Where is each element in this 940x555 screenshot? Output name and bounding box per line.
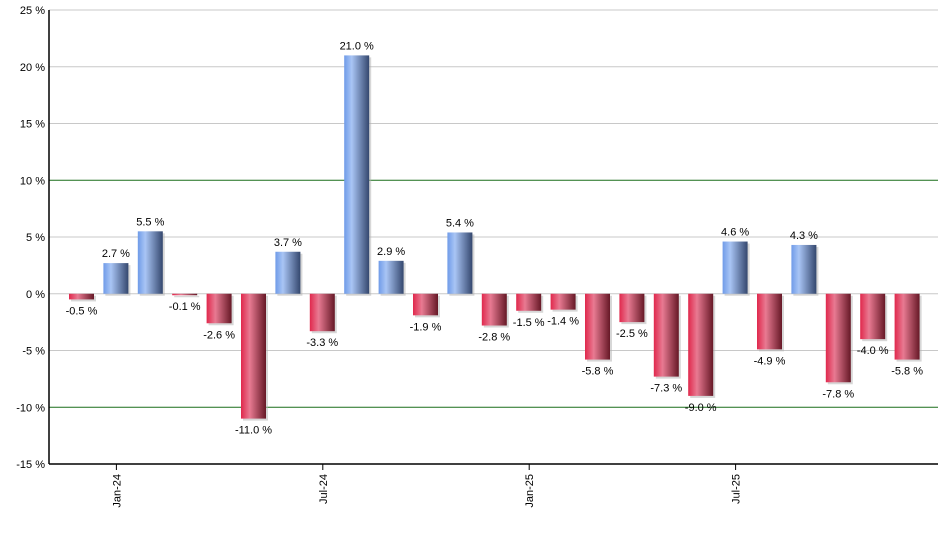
data-label: -2.6 %: [203, 329, 235, 341]
y-tick-label: -15 %: [16, 459, 45, 471]
bar: [516, 293, 542, 311]
bar: [206, 293, 232, 324]
data-label: -3.3 %: [306, 337, 338, 349]
data-label: -2.5 %: [616, 328, 648, 340]
data-label: 21.0 %: [340, 40, 374, 52]
y-tick-label: -10 %: [16, 402, 45, 414]
bar: [241, 293, 266, 419]
y-tick-label: 15 %: [20, 119, 45, 131]
bar: [103, 263, 129, 294]
x-tick-label: Jul-25: [731, 474, 743, 504]
bar: [413, 293, 438, 316]
bar: [894, 293, 920, 360]
data-label: 5.4 %: [446, 217, 474, 229]
bar: [757, 293, 782, 350]
data-label: -1.4 %: [547, 316, 579, 328]
bar: [619, 293, 645, 323]
data-label: 2.7 %: [102, 248, 130, 260]
x-tick-label: Jul-24: [318, 474, 330, 504]
bar: [722, 241, 748, 294]
data-label: -1.9 %: [410, 321, 442, 333]
bar: [550, 293, 576, 310]
y-tick-label: 5 %: [26, 232, 45, 244]
data-label: -1.5 %: [513, 317, 545, 329]
data-label: -7.8 %: [822, 388, 854, 400]
bar: [172, 293, 198, 296]
axes: -15 % -10 % -5 % 0 % 5 % 10 % 15 % 20 % 25 % Jan-…: [16, 5, 938, 508]
bar: [860, 293, 886, 340]
bar: [791, 244, 817, 294]
bar: [447, 232, 473, 294]
data-label: -4.9 %: [754, 355, 786, 367]
bar: [688, 293, 714, 396]
bar: [378, 260, 404, 294]
y-tick-label: 20 %: [20, 62, 45, 74]
data-label: 3.7 %: [274, 237, 302, 249]
data-label: -4.0 %: [857, 345, 889, 357]
data-label: -0.1 %: [169, 301, 201, 313]
y-tick-label: -5 %: [22, 346, 45, 358]
bars: -0.5 % 2.7 % 5.5 % -0.1 % -2.6 % -11.0 % 3.7 %…: [66, 40, 924, 436]
data-label: 2.9 %: [377, 246, 405, 258]
bar-shadow: [174, 295, 200, 298]
data-label: -5.8 %: [582, 366, 614, 378]
data-label: -2.8 %: [478, 332, 510, 344]
y-tick-label: 25 %: [20, 5, 45, 17]
data-label: -11.0 %: [235, 425, 272, 437]
y-tick-label: 0 %: [26, 289, 45, 301]
bar: [481, 293, 507, 326]
data-label: 4.3 %: [790, 230, 818, 242]
data-label: 4.6 %: [721, 227, 749, 239]
bar: [344, 55, 370, 294]
data-label: 5.5 %: [136, 216, 164, 228]
bar: [309, 293, 335, 332]
data-label: -5.8 %: [891, 366, 923, 378]
bar: [275, 251, 301, 294]
data-label: -0.5 %: [66, 305, 98, 317]
x-tick-label: Jan-24: [111, 474, 123, 508]
bar: [69, 293, 94, 300]
bar: [825, 293, 851, 383]
y-tick-label: 10 %: [20, 175, 45, 187]
bar: [137, 231, 163, 294]
bar: [653, 293, 679, 377]
data-label: -7.3 %: [650, 383, 682, 395]
x-tick-label: Jan-25: [524, 474, 536, 508]
data-label: -9.0 %: [685, 402, 717, 414]
gridlines: [49, 9, 938, 408]
bar: [585, 293, 610, 360]
